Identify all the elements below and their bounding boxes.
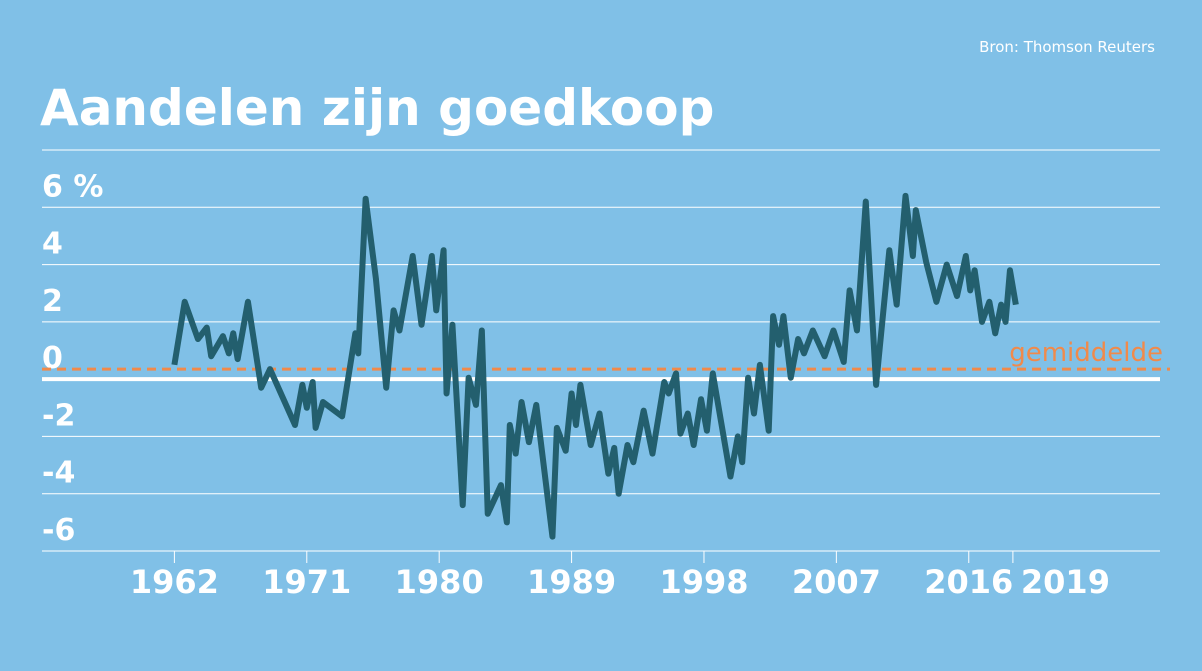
y-tick-label: 2 <box>42 284 63 319</box>
x-tick-label: 2016 <box>924 563 1013 601</box>
x-tick-label: 2019 <box>1021 563 1110 601</box>
x-tick-label: 1989 <box>527 563 616 601</box>
y-tick-label: -2 <box>42 398 75 433</box>
y-tick-label: -4 <box>42 456 75 491</box>
y-tick-label: -6 <box>42 513 75 548</box>
x-tick-label: 1971 <box>262 563 351 601</box>
y-tick-label: 4 <box>42 227 63 262</box>
y-tick-label: 6 % <box>42 169 103 204</box>
x-tick-label: 1998 <box>659 563 748 601</box>
y-tick-label: 0 <box>42 341 63 376</box>
mean-label: gemiddelde <box>1009 338 1163 368</box>
x-tick-label: 2007 <box>792 563 881 601</box>
source: Bron: Thomson Reuters <box>979 38 1155 56</box>
chart-title: Aandelen zijn goedkoop <box>40 79 714 137</box>
x-tick-label: 1980 <box>395 563 484 601</box>
x-tick-label: 1962 <box>130 563 219 601</box>
data-line <box>171 192 1019 540</box>
